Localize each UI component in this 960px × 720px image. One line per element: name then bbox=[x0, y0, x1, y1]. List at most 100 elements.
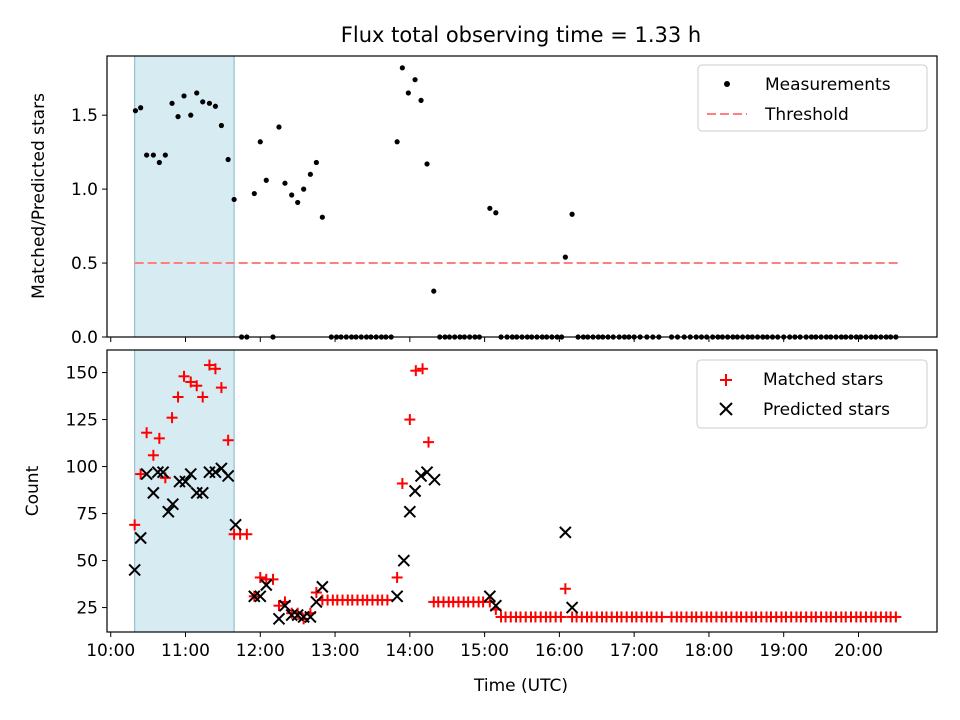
top-ytick-label-3: 1.5 bbox=[71, 106, 98, 126]
matched-point-49 bbox=[423, 436, 435, 448]
bottom-x-ticks: 10:00 11:00 12:00 13:00 14:00 15:00 16:00 17:00… bbox=[86, 632, 883, 661]
bottom-ytick-label-3: 100 bbox=[66, 458, 98, 478]
measurement-point-61 bbox=[493, 210, 499, 216]
measurement-point-4 bbox=[156, 159, 162, 166]
measurement-point-16 bbox=[231, 196, 237, 203]
predicted-point-12 bbox=[196, 486, 209, 500]
measurement-point-7 bbox=[175, 114, 181, 120]
predicted-point-14 bbox=[209, 465, 222, 479]
measurement-point-28 bbox=[307, 171, 313, 177]
legend-predicted-label: Predicted stars bbox=[763, 400, 890, 420]
matched-point-1 bbox=[135, 468, 147, 480]
matched-point-22 bbox=[267, 573, 279, 585]
predicted-point-22 bbox=[278, 599, 292, 612]
xtick-label-8: 18:00 bbox=[684, 641, 733, 661]
measurement-point-9 bbox=[188, 112, 194, 118]
matched-point-12 bbox=[203, 359, 215, 371]
matched-point-61 bbox=[484, 596, 496, 608]
measurement-point-47 bbox=[412, 77, 418, 83]
measurement-point-48 bbox=[418, 97, 424, 103]
matched-point-141 bbox=[890, 611, 902, 623]
top-x-ticks bbox=[110, 337, 859, 342]
measurement-point-21 bbox=[263, 177, 269, 183]
matched-point-18 bbox=[241, 528, 253, 540]
bottom-ytick-label-0: 25 bbox=[76, 599, 98, 619]
predicted-point-16 bbox=[221, 469, 235, 483]
top-shaded-interval bbox=[134, 55, 235, 338]
measurement-point-8 bbox=[181, 93, 187, 99]
predicted-point-33 bbox=[414, 469, 428, 483]
bottom-axes-frame bbox=[106, 349, 938, 633]
predicted-point-5 bbox=[156, 465, 170, 479]
measurement-point-10 bbox=[194, 90, 200, 96]
matched-point-9 bbox=[185, 376, 197, 388]
predicted-point-31 bbox=[403, 505, 417, 518]
matched-point-75 bbox=[555, 611, 567, 623]
measurement-point-11 bbox=[200, 99, 206, 105]
xtick-label-2: 12:00 bbox=[236, 641, 285, 661]
matched-point-7 bbox=[172, 391, 184, 403]
predicted-point-6 bbox=[162, 505, 175, 518]
measurement-point-46 bbox=[405, 90, 411, 96]
predicted-point-21 bbox=[272, 612, 286, 626]
matched-point-95 bbox=[656, 611, 668, 623]
measurement-point-5 bbox=[162, 152, 168, 158]
measurement-point-2 bbox=[144, 152, 150, 158]
measurement-point-3 bbox=[150, 152, 156, 158]
bottom-y-axis-label: Count bbox=[23, 465, 43, 516]
top-y-ticks: 0.0 0.5 1.0 1.5 bbox=[71, 106, 107, 348]
xtick-label-9: 19:00 bbox=[759, 641, 808, 661]
legend-matched-marker bbox=[720, 374, 732, 386]
matched-point-15 bbox=[222, 434, 234, 446]
x-axis-label: Time (UTC) bbox=[473, 676, 568, 696]
measurement-point-75 bbox=[562, 254, 568, 260]
bottom-panel: 25 50 75 100 125 150 10:00 11:00 12:00 13:00 14:0… bbox=[23, 349, 938, 696]
top-ytick-label-1: 0.5 bbox=[71, 254, 98, 274]
measurement-point-1 bbox=[138, 105, 144, 111]
predicted-point-39 bbox=[565, 601, 579, 614]
predicted-point-26 bbox=[304, 610, 317, 624]
predicted-point-19 bbox=[254, 590, 267, 603]
bottom-legend-box bbox=[696, 359, 928, 429]
measurement-point-15 bbox=[225, 156, 231, 163]
legend-threshold-label: Threshold bbox=[764, 105, 849, 125]
measurement-point-29 bbox=[313, 159, 319, 166]
measurement-point-25 bbox=[289, 192, 295, 198]
bottom-ytick-label-4: 125 bbox=[66, 411, 98, 431]
matched-point-4 bbox=[153, 432, 165, 444]
top-legend-box bbox=[697, 64, 928, 132]
legend-measurements-marker bbox=[724, 81, 730, 87]
matched-point-23 bbox=[273, 600, 285, 612]
predicted-point-2 bbox=[140, 467, 153, 481]
top-ytick-label-0: 0.0 bbox=[71, 328, 98, 348]
predicted-point-7 bbox=[166, 497, 180, 511]
predicted-point-28 bbox=[316, 580, 329, 594]
predicted-point-35 bbox=[428, 473, 441, 486]
xtick-label-10: 20:00 bbox=[834, 641, 883, 661]
legend-predicted-marker bbox=[719, 402, 733, 416]
top-y-axis-label: Matched/Predicted stars bbox=[29, 93, 49, 299]
bottom-ytick-label-1: 50 bbox=[76, 552, 98, 572]
predicted-point-1 bbox=[134, 531, 147, 545]
measurement-point-45 bbox=[399, 65, 405, 71]
matched-point-10 bbox=[191, 380, 203, 392]
measurement-point-19 bbox=[251, 190, 257, 197]
measurement-point-23 bbox=[276, 124, 282, 130]
predicted-point-0 bbox=[128, 563, 141, 577]
measurement-point-44 bbox=[394, 139, 400, 145]
predicted-point-32 bbox=[408, 484, 422, 498]
measurement-point-24 bbox=[282, 180, 288, 186]
chart-title: Flux total observing time = 1.33 h bbox=[341, 23, 701, 47]
bottom-y-ticks: 25 50 75 100 125 150 bbox=[66, 364, 107, 619]
matched-point-13 bbox=[209, 363, 221, 375]
predicted-stars-points bbox=[128, 462, 579, 626]
xtick-label-5: 15:00 bbox=[460, 641, 509, 661]
predicted-point-10 bbox=[184, 467, 197, 481]
matched-point-44 bbox=[391, 571, 403, 583]
predicted-point-17 bbox=[229, 518, 242, 532]
xtick-label-3: 13:00 bbox=[311, 641, 360, 661]
legend-matched-label: Matched stars bbox=[763, 370, 883, 390]
matched-point-14 bbox=[215, 382, 227, 394]
bottom-ytick-label-5: 150 bbox=[66, 364, 98, 384]
